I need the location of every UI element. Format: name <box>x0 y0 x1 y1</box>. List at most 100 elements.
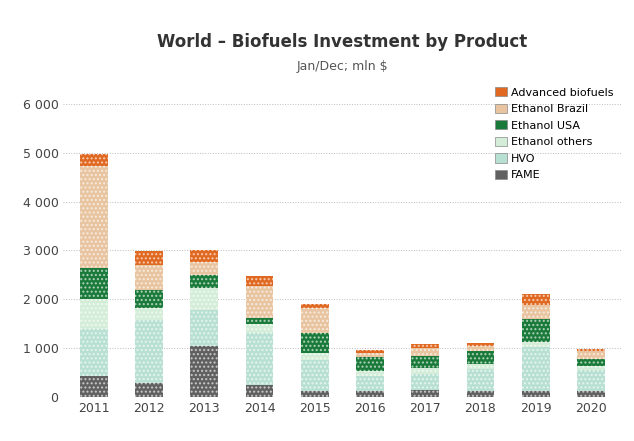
Bar <box>356 391 384 397</box>
Bar <box>301 360 328 391</box>
Bar <box>467 364 495 369</box>
Bar <box>467 369 495 391</box>
Bar <box>411 374 439 389</box>
Bar <box>411 368 439 374</box>
Bar <box>577 391 605 397</box>
Bar <box>80 269 108 299</box>
Bar <box>80 299 108 329</box>
Bar <box>246 276 273 286</box>
Bar <box>467 343 495 346</box>
Bar <box>246 324 273 333</box>
Bar <box>467 391 495 397</box>
Bar <box>246 385 273 397</box>
Bar <box>80 329 108 376</box>
Bar <box>356 376 384 391</box>
Bar <box>246 333 273 385</box>
Bar <box>356 371 384 376</box>
Bar <box>467 369 495 391</box>
Bar <box>522 294 550 305</box>
Bar <box>467 364 495 369</box>
Bar <box>577 348 605 351</box>
Bar <box>135 265 163 290</box>
Bar <box>80 153 108 166</box>
Bar <box>135 383 163 397</box>
Bar <box>467 346 495 351</box>
Bar <box>246 318 273 324</box>
Bar <box>356 371 384 376</box>
Bar <box>522 342 550 347</box>
Bar <box>190 250 218 262</box>
Bar <box>135 265 163 290</box>
Bar <box>301 353 328 360</box>
Bar <box>135 307 163 320</box>
Bar <box>411 368 439 374</box>
Bar <box>356 391 384 397</box>
Bar <box>356 357 384 371</box>
Bar <box>522 391 550 397</box>
Bar <box>135 307 163 320</box>
Bar <box>301 333 328 353</box>
Bar <box>190 275 218 288</box>
Bar <box>135 251 163 265</box>
Bar <box>135 383 163 397</box>
Bar <box>80 153 108 166</box>
Bar <box>190 346 218 397</box>
Bar <box>411 348 439 356</box>
Bar <box>190 310 218 346</box>
Bar <box>411 389 439 397</box>
Bar <box>577 359 605 366</box>
Text: Jan/Dec; mln $: Jan/Dec; mln $ <box>297 60 388 73</box>
Bar <box>190 288 218 310</box>
Bar <box>356 353 384 357</box>
Bar <box>190 310 218 346</box>
Bar <box>80 166 108 269</box>
Bar <box>522 319 550 342</box>
Bar <box>190 250 218 262</box>
Bar <box>80 299 108 329</box>
Bar <box>411 374 439 389</box>
Bar <box>246 324 273 333</box>
Bar <box>246 318 273 324</box>
Bar <box>246 276 273 286</box>
Bar <box>577 366 605 370</box>
Bar <box>522 347 550 391</box>
Bar <box>522 319 550 342</box>
Bar <box>577 351 605 359</box>
Bar <box>80 376 108 397</box>
Bar <box>246 286 273 318</box>
Bar <box>301 308 328 333</box>
Bar <box>301 353 328 360</box>
Text: World – Biofuels Investment by Product: World – Biofuels Investment by Product <box>157 33 527 51</box>
Bar <box>135 251 163 265</box>
Bar <box>246 385 273 397</box>
Bar <box>190 262 218 275</box>
Bar <box>190 275 218 288</box>
Bar <box>577 359 605 366</box>
Bar <box>577 391 605 397</box>
Bar <box>411 344 439 348</box>
Bar <box>522 342 550 347</box>
Bar <box>80 376 108 397</box>
Bar <box>411 344 439 348</box>
Bar <box>301 333 328 353</box>
Bar <box>246 333 273 385</box>
Bar <box>411 348 439 356</box>
Bar <box>190 288 218 310</box>
Bar <box>577 370 605 391</box>
Bar <box>190 262 218 275</box>
Bar <box>467 351 495 364</box>
Bar <box>135 290 163 307</box>
Bar <box>522 347 550 391</box>
Bar <box>135 290 163 307</box>
Bar <box>467 346 495 351</box>
Bar <box>135 320 163 383</box>
Bar <box>577 366 605 370</box>
Bar <box>246 286 273 318</box>
Bar <box>301 304 328 308</box>
Bar <box>411 356 439 368</box>
Bar <box>356 351 384 353</box>
Bar <box>522 305 550 319</box>
Bar <box>301 308 328 333</box>
Bar <box>80 166 108 269</box>
Bar <box>301 304 328 308</box>
